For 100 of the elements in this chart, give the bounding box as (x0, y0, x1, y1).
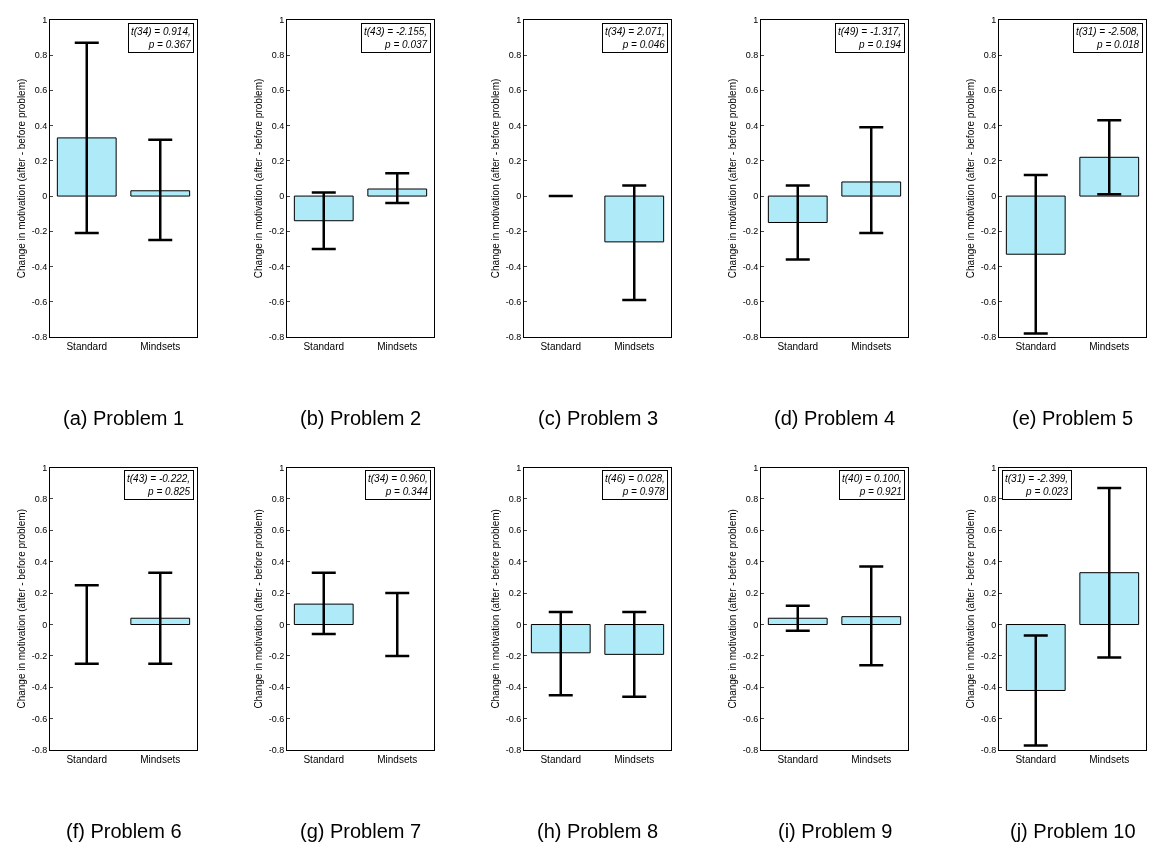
y-tick-label: 0.6 (271, 85, 285, 96)
annotation: t(31) = -2.399, p = 0.023 (1005, 473, 1069, 497)
y-tick-label: 1 (516, 14, 522, 25)
x-tick-label: Standard (777, 341, 819, 353)
y-tick-label: 0 (753, 191, 759, 202)
y-tick-label: -0.8 (31, 745, 48, 756)
y-tick-label: -0.4 (742, 261, 759, 272)
y-tick-label: 0.8 (34, 494, 48, 505)
y-tick-label: -0.8 (980, 332, 997, 343)
x-tick-label: Standard (66, 341, 108, 353)
y-axis-title: Change in motivation (after - before problem) (252, 509, 264, 709)
y-tick-label: 0.8 (983, 50, 997, 61)
y-tick-label: -0.8 (980, 745, 997, 756)
y-tick-label: -0.6 (742, 296, 759, 307)
annotation: t(43) = -2.155, p = 0.037 (364, 26, 428, 50)
annotation: t(49) = -1.317, p = 0.194 (838, 26, 902, 50)
y-axis-title: Change in motivation (after - before problem) (726, 509, 738, 709)
y-tick-label: 0.4 (745, 120, 759, 131)
y-tick-label: 0.4 (271, 120, 285, 131)
y-axis-title: Change in motivation (after - before problem) (489, 509, 501, 709)
y-tick-label: 0 (516, 191, 522, 202)
y-tick-label: -0.4 (742, 682, 759, 693)
y-tick-label: -0.8 (742, 332, 759, 343)
y-tick-label: 0 (42, 619, 48, 630)
y-tick-label: -0.4 (31, 261, 48, 272)
y-tick-label: -0.8 (742, 745, 759, 756)
y-tick-label: 0.2 (745, 155, 759, 166)
y-tick-label: 1 (753, 462, 759, 473)
x-tick-label: Standard (1015, 754, 1057, 766)
x-tick-label: Mindsets (1089, 341, 1130, 353)
y-tick-label: 0.4 (271, 556, 285, 567)
y-tick-label: -0.6 (268, 713, 285, 724)
annotation: t(40) = 0.100, p = 0.921 (842, 473, 902, 497)
annotation: t(34) = 2.071, p = 0.046 (605, 26, 666, 50)
x-tick-label: Mindsets (1089, 754, 1130, 766)
y-tick-label: -0.4 (980, 261, 997, 272)
x-tick-label: Mindsets (851, 341, 892, 353)
y-tick-label: 1 (991, 462, 997, 473)
annotation: t(34) = 0.960, p = 0.344 (368, 473, 429, 497)
y-tick-label: -0.6 (980, 296, 997, 307)
y-tick-label: 0.2 (745, 588, 759, 599)
y-tick-label: -0.2 (268, 651, 285, 662)
y-tick-label: -0.2 (742, 226, 759, 237)
y-tick-label: -0.6 (980, 713, 997, 724)
y-tick-label: -0.4 (505, 682, 522, 693)
y-tick-label: 0 (516, 619, 522, 630)
y-tick-label: 1 (42, 462, 48, 473)
y-tick-label: 0.6 (34, 525, 48, 536)
y-tick-label: 0 (42, 191, 48, 202)
y-tick-label: -0.8 (505, 745, 522, 756)
y-tick-label: 0.8 (271, 50, 285, 61)
x-tick-label: Standard (540, 754, 582, 766)
y-tick-label: 0.4 (983, 120, 997, 131)
text: (b) Problem 2 (300, 407, 422, 429)
text: (i) Problem 9 (778, 820, 893, 842)
y-tick-label: 1 (991, 14, 997, 25)
text: (g) Problem 7 (300, 820, 422, 842)
y-tick-label: 1 (279, 462, 285, 473)
y-axis-title: Change in motivation (after - before problem) (489, 78, 501, 279)
y-tick-label: 0.2 (983, 588, 997, 599)
x-tick-label: Standard (540, 341, 582, 353)
y-tick-label: 0.4 (508, 556, 522, 567)
text: (j) Problem 10 (1010, 820, 1136, 842)
y-tick-label: 0.2 (271, 155, 285, 166)
y-tick-label: 0.2 (508, 155, 522, 166)
y-tick-label: 1 (279, 14, 285, 25)
x-tick-label: Mindsets (614, 754, 655, 766)
y-tick-label: -0.4 (268, 682, 285, 693)
y-axis-title: Change in motivation (after - before problem) (726, 78, 738, 279)
annotation: t(43) = -0.222, p = 0.825 (127, 473, 191, 497)
y-tick-label: 0 (991, 619, 997, 630)
y-tick-label: 1 (753, 14, 759, 25)
annotation: t(31) = -2.508, p = 0.018 (1076, 26, 1140, 50)
y-tick-label: 0.6 (745, 85, 759, 96)
y-tick-label: -0.4 (268, 261, 285, 272)
text: (f) Problem 6 (66, 820, 182, 842)
y-tick-label: 0 (279, 619, 285, 630)
x-tick-label: Mindsets (140, 341, 181, 353)
y-tick-label: 0 (991, 191, 997, 202)
y-tick-label: 0.8 (271, 494, 285, 505)
y-tick-label: 1 (516, 462, 522, 473)
text: (c) Problem 3 (538, 407, 659, 429)
x-tick-label: Mindsets (140, 754, 181, 766)
y-tick-label: 0.6 (34, 85, 48, 96)
y-tick-label: -0.6 (505, 296, 522, 307)
y-tick-label: 0.6 (508, 85, 522, 96)
y-tick-label: -0.8 (505, 332, 522, 343)
y-tick-label: 0.4 (983, 556, 997, 567)
y-axis-title: Change in motivation (after - before problem) (15, 509, 27, 709)
y-tick-label: 0 (753, 619, 759, 630)
y-tick-label: -0.6 (268, 296, 285, 307)
y-tick-label: -0.6 (505, 713, 522, 724)
x-tick-label: Mindsets (614, 341, 655, 353)
x-tick-label: Standard (777, 754, 819, 766)
annotation: t(34) = 0.914, p = 0.367 (131, 26, 192, 50)
y-tick-label: 0.8 (745, 50, 759, 61)
y-tick-label: 0.8 (745, 494, 759, 505)
y-tick-label: -0.2 (505, 651, 522, 662)
x-tick-label: Standard (66, 754, 108, 766)
y-axis-title: Change in motivation (after - before problem) (964, 78, 976, 279)
